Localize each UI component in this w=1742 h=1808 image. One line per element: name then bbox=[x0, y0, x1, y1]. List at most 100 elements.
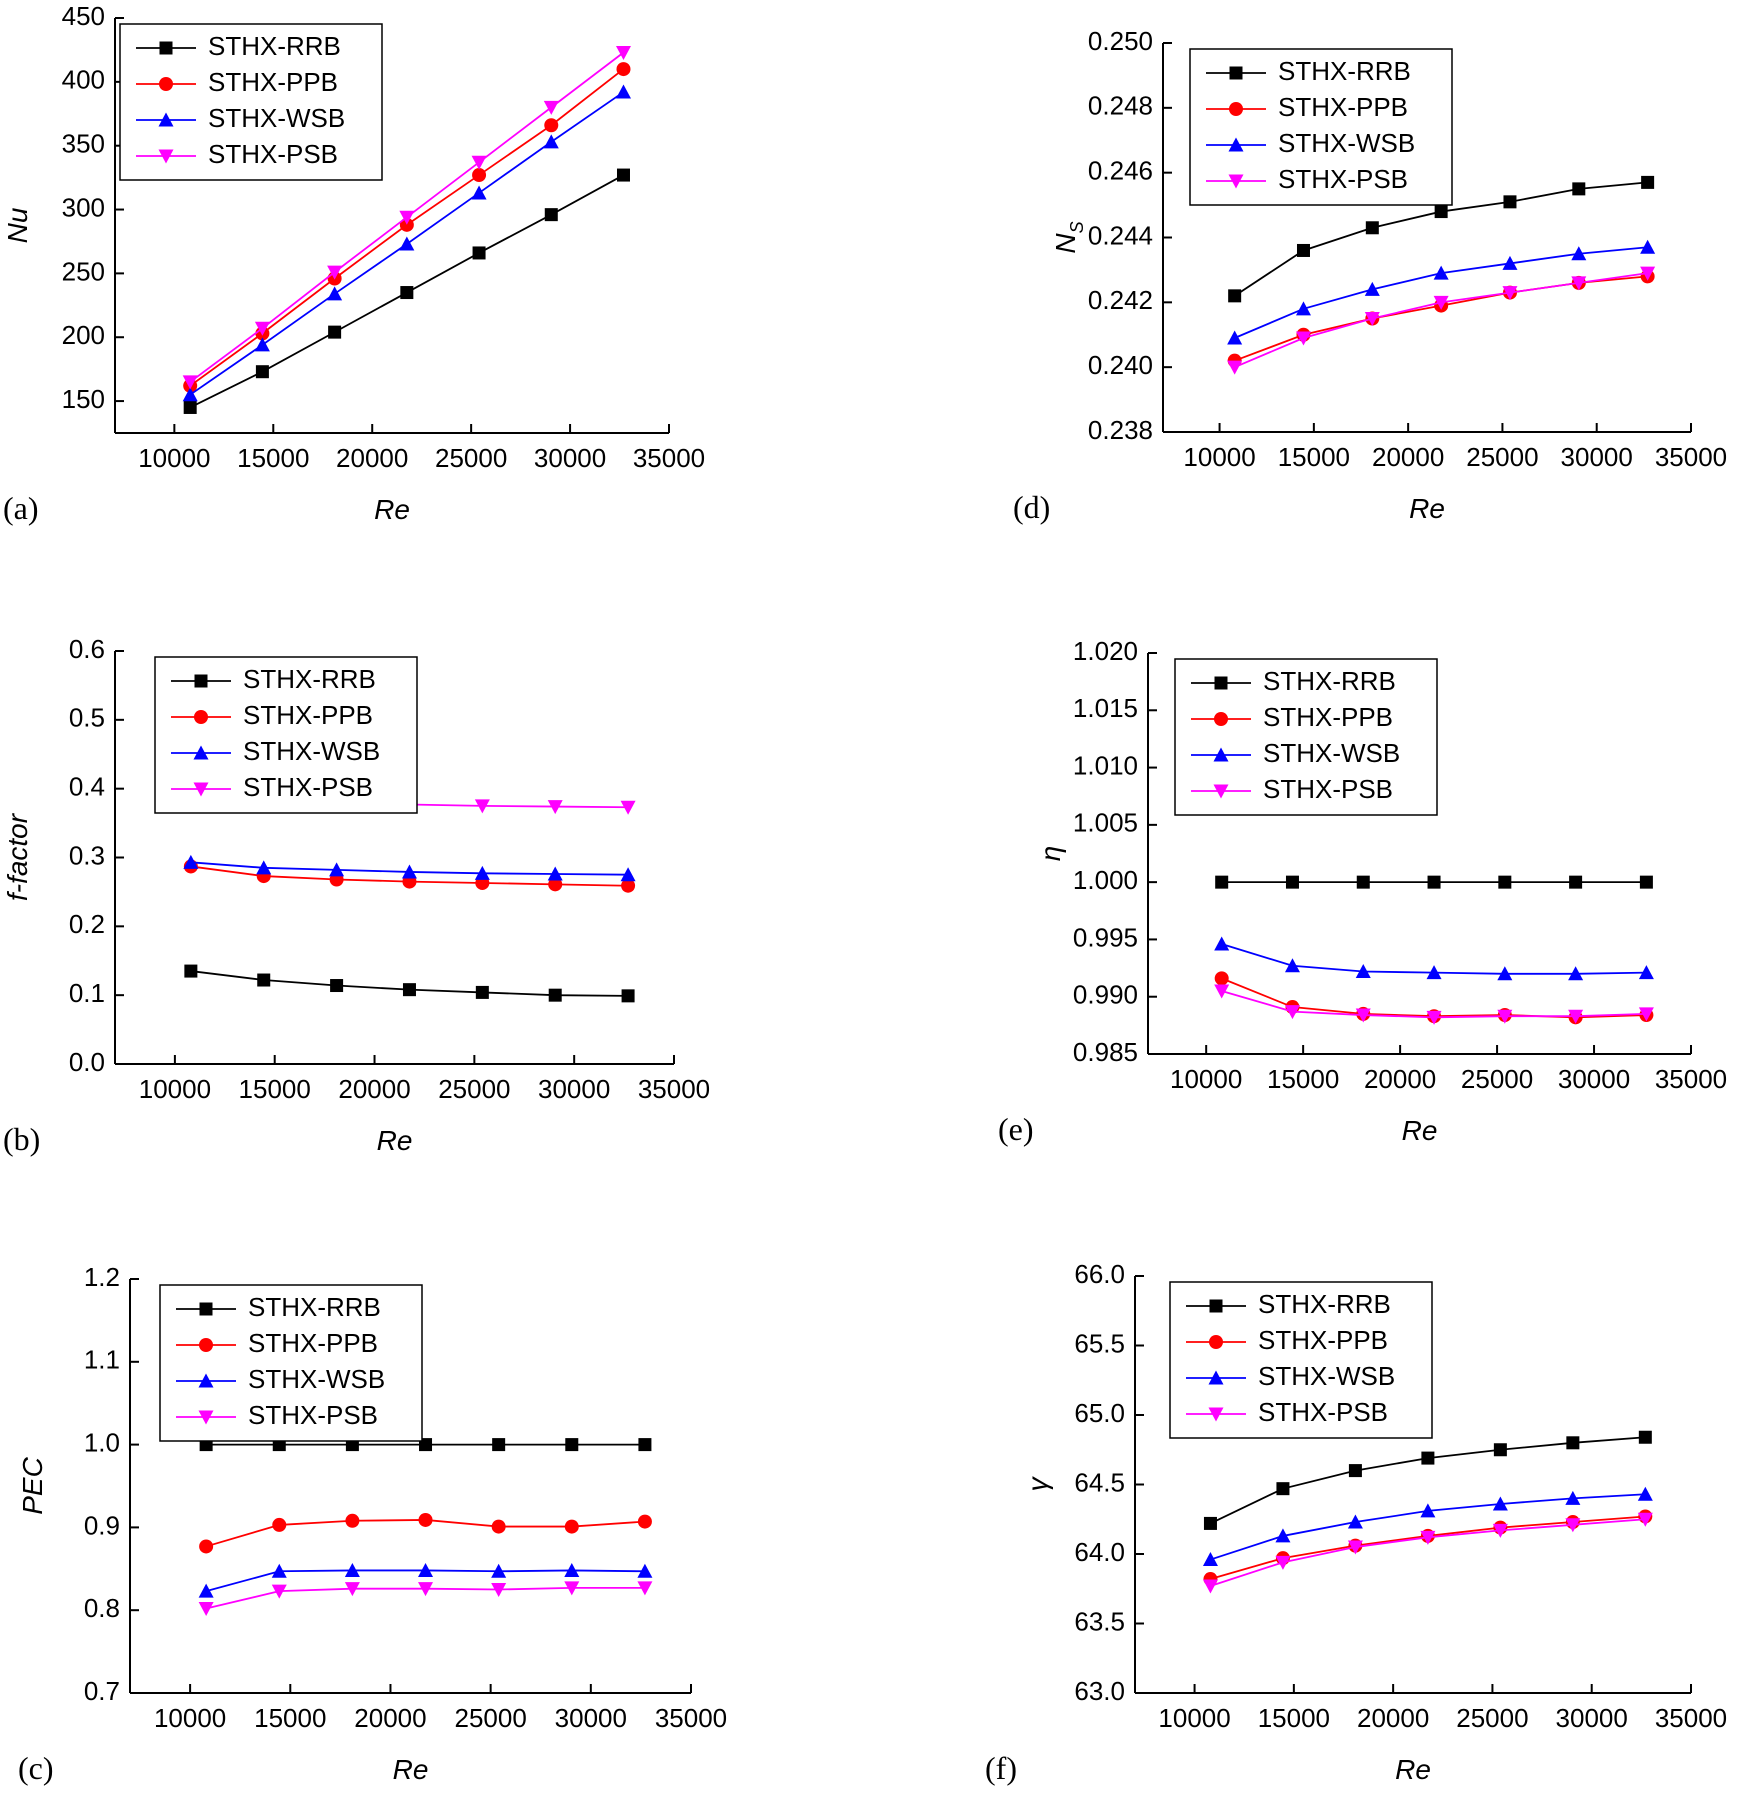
legend-marker bbox=[1209, 1335, 1223, 1349]
marker bbox=[1365, 221, 1379, 235]
legend-label: STHX-WSB bbox=[1258, 1361, 1395, 1391]
marker bbox=[565, 1438, 579, 1452]
legend-label: STHX-WSB bbox=[1278, 128, 1415, 158]
y-tick-label: 0.244 bbox=[1088, 220, 1153, 250]
legend-marker bbox=[158, 112, 174, 127]
x-tick-label: 10000 bbox=[1158, 1703, 1230, 1733]
y-tick-label: 0.2 bbox=[69, 909, 105, 939]
x-tick-label: 20000 bbox=[1357, 1703, 1429, 1733]
y-tick-label: 0.250 bbox=[1088, 26, 1153, 56]
marker bbox=[1638, 965, 1654, 980]
x-tick-label: 30000 bbox=[534, 443, 606, 473]
y-tick-label: 0.238 bbox=[1088, 415, 1153, 445]
marker bbox=[256, 860, 272, 875]
marker bbox=[544, 208, 558, 222]
y-axis-label-main: Nu bbox=[2, 207, 33, 243]
y-tick-label: 0.5 bbox=[69, 703, 105, 733]
legend-marker bbox=[1214, 712, 1228, 726]
marker bbox=[472, 168, 487, 183]
marker bbox=[345, 1513, 360, 1528]
marker bbox=[474, 799, 490, 814]
marker bbox=[402, 983, 416, 997]
marker bbox=[1641, 175, 1655, 189]
y-tick-label: 63.5 bbox=[1074, 1606, 1125, 1636]
legend-marker bbox=[1214, 676, 1228, 690]
marker bbox=[255, 365, 269, 379]
y-axis-label-main: N bbox=[1050, 233, 1081, 254]
y-tick-label: 0.242 bbox=[1088, 285, 1153, 315]
marker bbox=[254, 337, 270, 352]
legend-marker bbox=[1209, 1299, 1223, 1313]
marker bbox=[1565, 1490, 1581, 1505]
legend-label: STHX-PPB bbox=[1258, 1325, 1388, 1355]
x-tick-label: 15000 bbox=[254, 1703, 326, 1733]
legend-marker bbox=[199, 1302, 213, 1316]
marker bbox=[327, 265, 343, 280]
x-tick-label: 15000 bbox=[1278, 442, 1350, 472]
legend-label: STHX-RRB bbox=[248, 1292, 381, 1322]
marker bbox=[1503, 195, 1517, 209]
marker bbox=[272, 1517, 287, 1532]
marker bbox=[1355, 1008, 1371, 1023]
y-tick-label: 350 bbox=[62, 129, 105, 159]
legend-marker bbox=[158, 149, 174, 164]
legend-marker bbox=[159, 41, 173, 55]
marker bbox=[1427, 875, 1441, 889]
y-tick-label: 0.246 bbox=[1088, 156, 1153, 186]
legend-marker bbox=[198, 1410, 214, 1425]
legend-marker bbox=[1213, 747, 1229, 762]
marker bbox=[1284, 1005, 1300, 1020]
legend-label: STHX-WSB bbox=[1263, 738, 1400, 768]
marker bbox=[1348, 1464, 1362, 1478]
x-tick-label: 10000 bbox=[154, 1703, 226, 1733]
marker bbox=[1347, 1540, 1363, 1555]
marker bbox=[471, 185, 487, 200]
legend-marker bbox=[199, 1338, 213, 1352]
marker bbox=[1637, 1486, 1653, 1501]
marker bbox=[182, 387, 198, 402]
marker bbox=[399, 210, 415, 225]
y-axis-label: PEC bbox=[17, 1456, 48, 1514]
legend-label: STHX-PPB bbox=[1263, 702, 1393, 732]
marker bbox=[1638, 1007, 1654, 1022]
marker bbox=[1637, 1512, 1653, 1527]
legend-label: STHX-RRB bbox=[243, 664, 376, 694]
y-axis-label-main: η bbox=[1035, 846, 1066, 862]
y-tick-label: 300 bbox=[62, 192, 105, 222]
marker bbox=[547, 800, 563, 815]
legend-label: STHX-WSB bbox=[243, 736, 380, 766]
marker bbox=[1571, 276, 1587, 291]
y-tick-label: 1.000 bbox=[1073, 865, 1138, 895]
marker bbox=[327, 286, 343, 301]
y-tick-label: 64.0 bbox=[1074, 1537, 1125, 1567]
x-axis-label: Re bbox=[1402, 1115, 1438, 1146]
marker bbox=[472, 246, 486, 260]
y-tick-label: 0.9 bbox=[84, 1510, 120, 1540]
legend-label: STHX-PSB bbox=[243, 772, 373, 802]
marker bbox=[1420, 1503, 1436, 1518]
marker bbox=[1347, 1514, 1363, 1529]
chart-panel: 63.0 63.5 64.0 64.5 65.0 65.5 66.0 10000 15000 20… bbox=[985, 1259, 1727, 1786]
marker bbox=[1502, 286, 1518, 301]
legend-label: STHX-RRB bbox=[1263, 666, 1396, 696]
marker bbox=[491, 1583, 507, 1597]
legend-marker bbox=[198, 1373, 214, 1388]
marker bbox=[330, 979, 344, 993]
marker bbox=[1202, 1552, 1218, 1567]
marker bbox=[1639, 875, 1653, 889]
y-tick-label: 0.8 bbox=[84, 1593, 120, 1623]
marker bbox=[1276, 1482, 1290, 1496]
marker bbox=[1227, 330, 1243, 345]
marker bbox=[1566, 1436, 1580, 1450]
panel-label: (f) bbox=[985, 1750, 1017, 1786]
x-axis-label: Re bbox=[374, 494, 410, 525]
marker bbox=[418, 1582, 434, 1597]
marker bbox=[183, 854, 199, 869]
y-tick-label: 200 bbox=[62, 320, 105, 350]
legend-marker bbox=[194, 674, 208, 688]
legend-marker bbox=[1208, 1370, 1224, 1385]
x-axis-label: Re bbox=[377, 1125, 413, 1156]
marker bbox=[1364, 281, 1380, 296]
marker bbox=[471, 155, 487, 170]
marker bbox=[615, 84, 631, 99]
